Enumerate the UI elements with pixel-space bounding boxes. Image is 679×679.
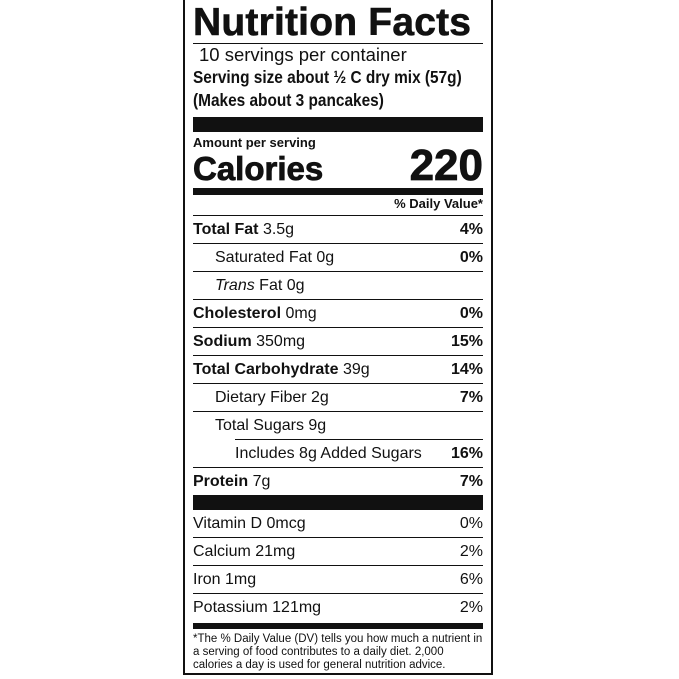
vitamin-dv: 6% <box>459 570 483 588</box>
label-title: Nutrition Facts <box>193 1 472 44</box>
makes-note: (Makes about 3 pancakes) <box>193 90 384 110</box>
vitamin-name: Potassium <box>193 598 268 616</box>
nutrient-dv: 0% <box>459 248 483 266</box>
vitamin-dv: 2% <box>459 542 483 560</box>
thick-divider <box>193 495 483 510</box>
nutrient-row-saturated-fat: Saturated Fat 0g 0% <box>193 243 483 271</box>
nutrient-name: Total Fat <box>193 220 259 238</box>
vitamin-row-iron: Iron 1mg 6% <box>193 565 483 593</box>
medium-divider <box>193 623 483 629</box>
nutrient-amount: 2g <box>311 388 329 406</box>
nutrient-amount: 350mg <box>256 332 306 350</box>
nutrient-dv: 0% <box>459 304 483 322</box>
vitamin-row-vitamin-d: Vitamin D 0mcg 0% <box>193 510 483 537</box>
nutrient-dv: 7% <box>459 388 483 406</box>
vitamin-row-calcium: Calcium 21mg 2% <box>193 537 483 565</box>
calories-label: Calories <box>193 150 324 187</box>
vitamin-amount: 0mcg <box>266 514 306 532</box>
nutrient-name: Includes 8g Added Sugars <box>235 444 422 462</box>
serving-size: Serving size about ½ C dry mix (57g) <box>193 67 462 87</box>
amount-per-serving: Amount per serving <box>193 135 316 150</box>
nutrient-row-total-fat: Total Fat 3.5g 4% <box>193 215 483 243</box>
vitamin-dv: 2% <box>459 598 483 616</box>
nutrient-row-dietary-fiber: Dietary Fiber 2g 7% <box>193 383 483 411</box>
vitamin-amount: 121mg <box>272 598 322 616</box>
nutrient-name: Trans <box>215 276 255 294</box>
vitamin-amount: 21mg <box>255 542 296 560</box>
nutrient-name: Saturated Fat <box>215 248 312 266</box>
nutrient-row-total-sugars: Total Sugars 9g <box>193 411 483 439</box>
nutrient-name-rest: Fat <box>259 276 283 294</box>
nutrient-amount: 0mg <box>285 304 317 322</box>
nutrient-amount: 0g <box>316 248 335 266</box>
nutrient-name: Sodium <box>193 332 252 350</box>
vitamin-name: Iron <box>193 570 221 588</box>
nutrient-row-cholesterol: Cholesterol 0mg 0% <box>193 299 483 327</box>
nutrient-dv: 14% <box>450 360 483 378</box>
medium-divider <box>193 188 483 195</box>
vitamin-name: Calcium <box>193 542 251 560</box>
divider <box>193 43 483 44</box>
nutrition-facts-label: Nutrition Facts 10 servings per containe… <box>183 0 493 675</box>
nutrient-row-sodium: Sodium 350mg 15% <box>193 327 483 355</box>
nutrient-amount: 9g <box>308 416 327 434</box>
vitamin-row-potassium: Potassium 121mg 2% <box>193 593 483 621</box>
nutrient-dv: 7% <box>459 472 483 490</box>
nutrient-row-added-sugars: Includes 8g Added Sugars 16% <box>235 439 483 467</box>
footnote: *The % Daily Value (DV) tells you how mu… <box>193 633 483 671</box>
nutrient-row-protein: Protein 7g 7% <box>193 467 483 495</box>
nutrient-amount: 39g <box>342 360 370 378</box>
nutrient-dv: 4% <box>459 220 483 238</box>
daily-value-header: % Daily Value* <box>394 196 483 211</box>
calories-value: 220 <box>409 141 483 190</box>
nutrient-amount: 0g <box>286 276 305 294</box>
vitamin-name: Vitamin D <box>193 514 263 532</box>
calories-row: Calories 220 <box>193 143 484 188</box>
thick-divider <box>193 117 483 132</box>
nutrient-name: Total Carbohydrate <box>193 360 339 378</box>
vitamin-amount: 1mg <box>225 570 257 588</box>
nutrient-row-trans-fat: Trans Fat 0g <box>193 271 483 299</box>
nutrient-amount: 3.5g <box>262 220 295 238</box>
vitamin-dv: 0% <box>459 514 483 532</box>
nutrient-row-total-carbohydrate: Total Carbohydrate 39g 14% <box>193 355 483 383</box>
nutrient-dv: 16% <box>450 444 483 462</box>
nutrient-name: Dietary Fiber <box>215 388 307 406</box>
servings-per-container: 10 servings per container <box>199 44 407 65</box>
nutrient-name: Cholesterol <box>193 304 282 322</box>
nutrient-name: Protein <box>193 472 249 490</box>
nutrient-dv: 15% <box>450 332 483 350</box>
nutrient-amount: 7g <box>252 472 271 490</box>
nutrient-name: Total Sugars <box>215 416 304 434</box>
